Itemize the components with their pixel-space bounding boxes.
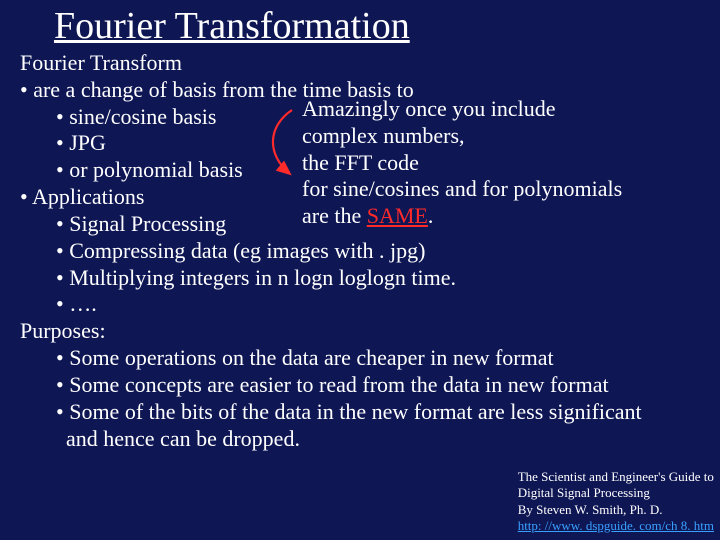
footer-line-2: Digital Signal Processing (518, 485, 714, 501)
callout-line-3: the FFT code (302, 150, 622, 177)
slide-title: Fourier Transformation (54, 4, 700, 48)
line-12: • Some operations on the data are cheape… (56, 345, 700, 372)
line-11: Purposes: (20, 318, 700, 345)
callout-box: Amazingly once you include complex numbe… (302, 96, 622, 230)
callout-5a: are the (302, 203, 367, 228)
callout-same: SAME (367, 203, 428, 228)
footer-line-1: The Scientist and Engineer's Guide to (518, 469, 714, 485)
line-14: • Some of the bits of the data in the ne… (56, 399, 700, 426)
line-10: • …. (56, 291, 700, 318)
callout-line-2: complex numbers, (302, 123, 622, 150)
callout-line-1: Amazingly once you include (302, 96, 622, 123)
line-1: Fourier Transform (20, 50, 700, 77)
footer-link[interactable]: http: //www. dspguide. com/ch 8. htm (518, 518, 714, 533)
callout-5c: . (428, 203, 434, 228)
footer-citation: The Scientist and Engineer's Guide to Di… (518, 469, 714, 534)
line-13: • Some concepts are easier to read from … (56, 372, 700, 399)
line-8: • Compressing data (eg images with . jpg… (56, 238, 700, 265)
line-15: and hence can be dropped. (66, 426, 700, 453)
slide: Fourier Transformation Fourier Transform… (0, 0, 720, 540)
footer-line-3: By Steven W. Smith, Ph. D. (518, 502, 714, 518)
callout-line-4: for sine/cosines and for polynomials (302, 176, 622, 203)
line-9: • Multiplying integers in n logn loglogn… (56, 265, 700, 292)
callout-line-5: are the SAME. (302, 203, 622, 230)
